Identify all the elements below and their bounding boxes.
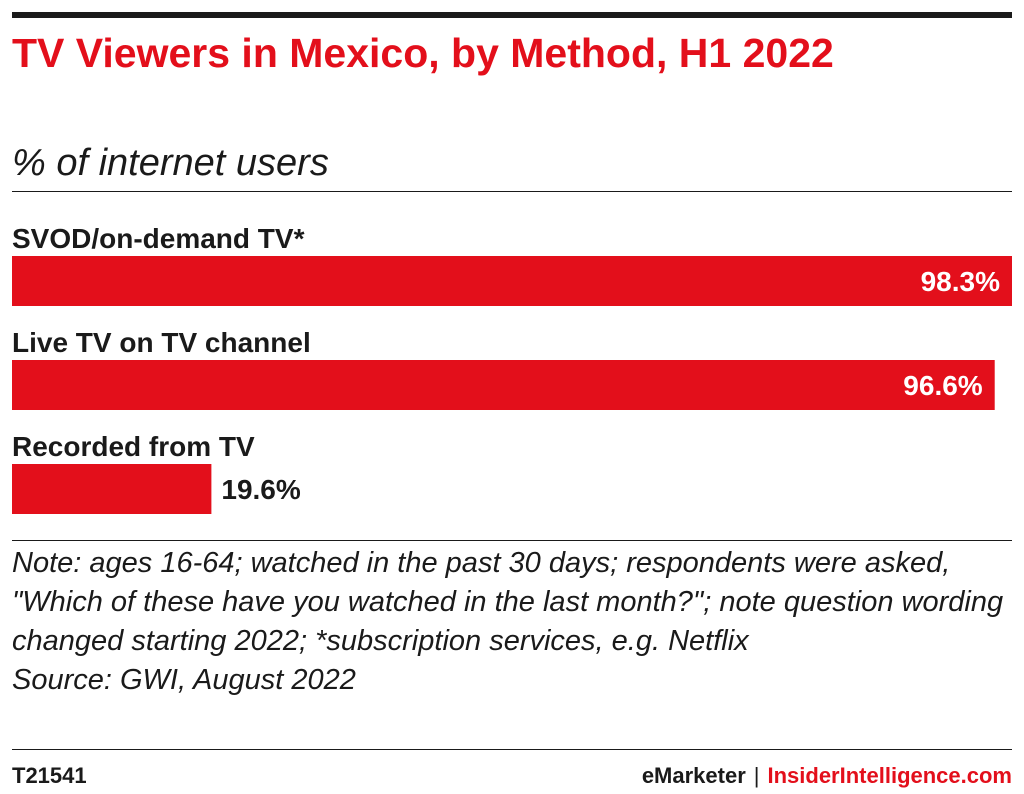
chart-note: Note: ages 16-64; watched in the past 30… xyxy=(12,544,1012,700)
top-rule xyxy=(12,12,1012,18)
header-divider xyxy=(12,191,1012,192)
bar xyxy=(12,464,212,514)
chart-id: T21541 xyxy=(12,763,87,788)
bar xyxy=(12,256,1012,306)
bar xyxy=(12,360,995,410)
chart-title: TV Viewers in Mexico, by Method, H1 2022 xyxy=(12,30,834,76)
note-divider xyxy=(12,540,1012,541)
category-label: SVOD/on-demand TV* xyxy=(12,223,305,254)
bar-chart: SVOD/on-demand TV* 98.3% Live TV on TV cha… xyxy=(12,223,1012,514)
brand-emarketer: eMarketer xyxy=(641,763,746,788)
brand-insiderintelligence: InsiderIntelligence.com xyxy=(767,763,1012,788)
category-label: Recorded from TV xyxy=(12,431,255,462)
footer: T21541 eMarketer | InsiderIntelligence.com xyxy=(12,764,1012,788)
value-label: 96.6% xyxy=(903,370,982,401)
brand-separator: | xyxy=(753,763,760,788)
value-label: 19.6% xyxy=(221,474,300,505)
note-text: ages 16-64; watched in the past 30 days;… xyxy=(12,547,1004,657)
note-prefix: Note: xyxy=(12,547,82,579)
chart-subtitle: % of internet users xyxy=(12,142,329,184)
source-text: Source: GWI, August 2022 xyxy=(12,664,356,696)
footer-branding: eMarketer | InsiderIntelligence.com xyxy=(642,764,1012,788)
footer-divider xyxy=(12,749,1012,750)
value-label: 98.3% xyxy=(921,266,1000,297)
category-label: Live TV on TV channel xyxy=(12,327,311,358)
